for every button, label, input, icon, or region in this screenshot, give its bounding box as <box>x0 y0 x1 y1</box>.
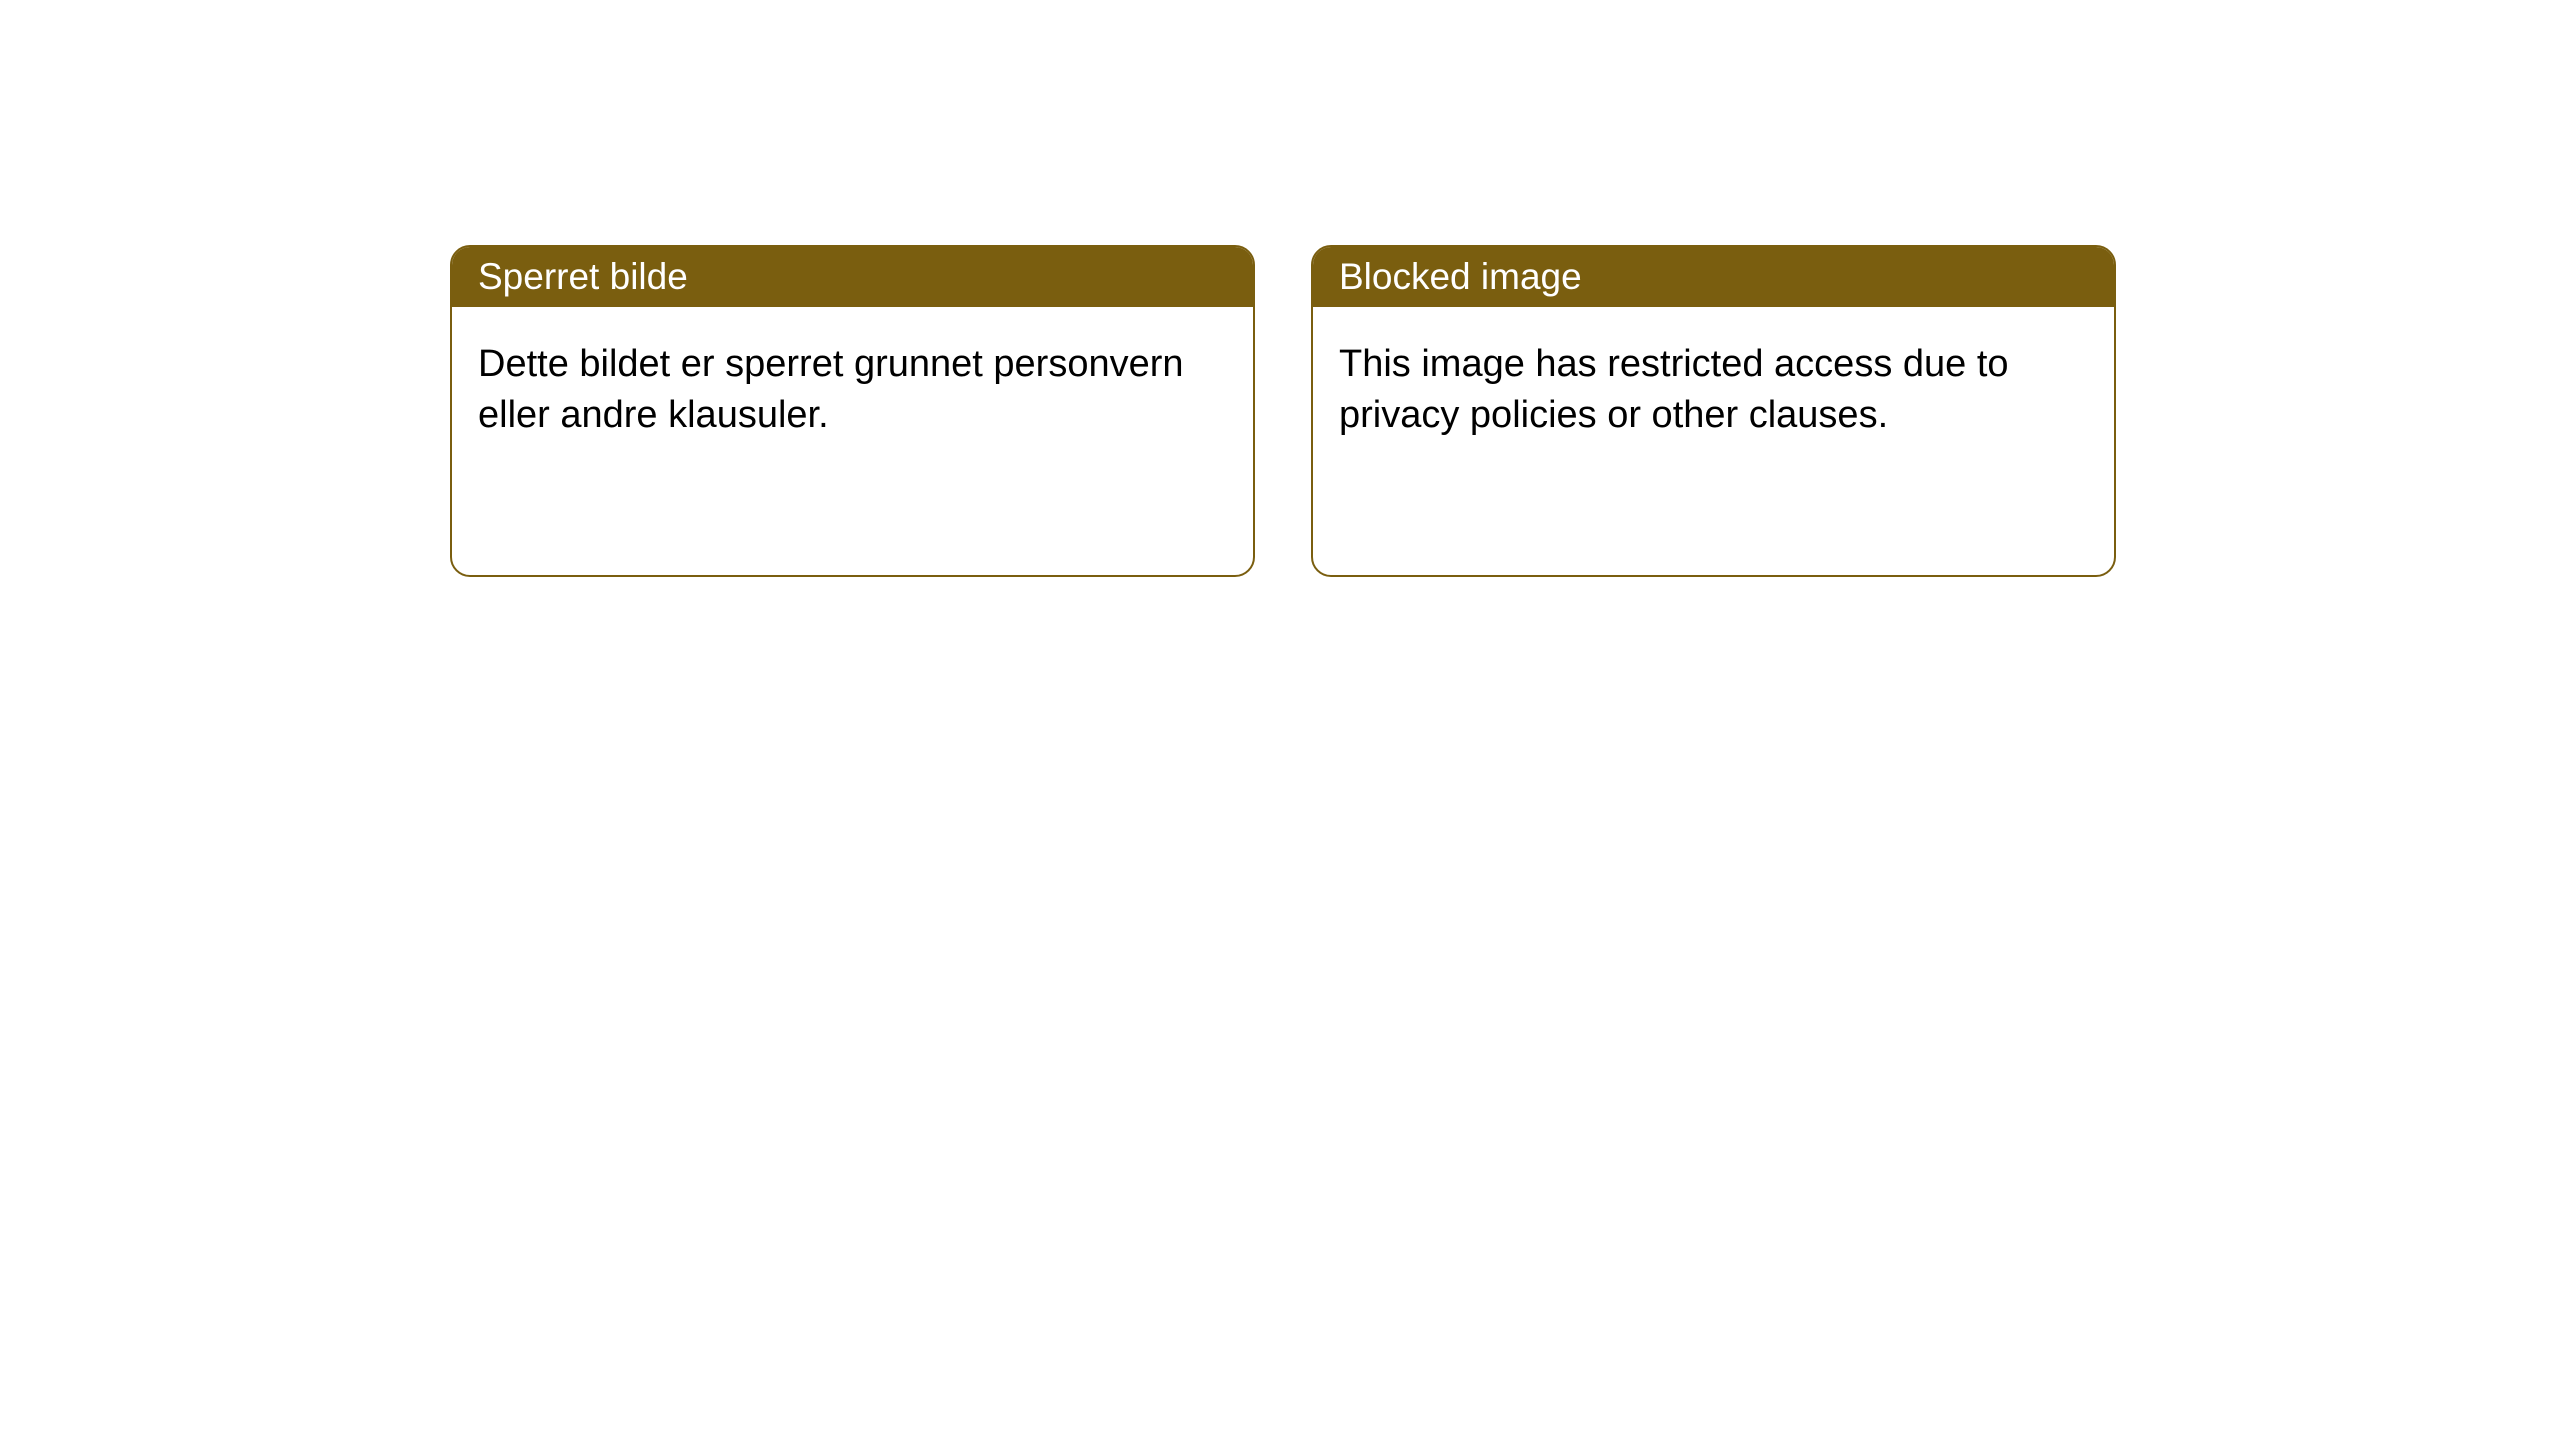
notice-cards-container: Sperret bilde Dette bildet er sperret gr… <box>450 245 2560 577</box>
notice-card-body: Dette bildet er sperret grunnet personve… <box>452 307 1253 474</box>
notice-card-norwegian: Sperret bilde Dette bildet er sperret gr… <box>450 245 1255 577</box>
notice-card-title: Blocked image <box>1313 247 2114 307</box>
notice-card-english: Blocked image This image has restricted … <box>1311 245 2116 577</box>
notice-card-body: This image has restricted access due to … <box>1313 307 2114 474</box>
notice-card-title: Sperret bilde <box>452 247 1253 307</box>
